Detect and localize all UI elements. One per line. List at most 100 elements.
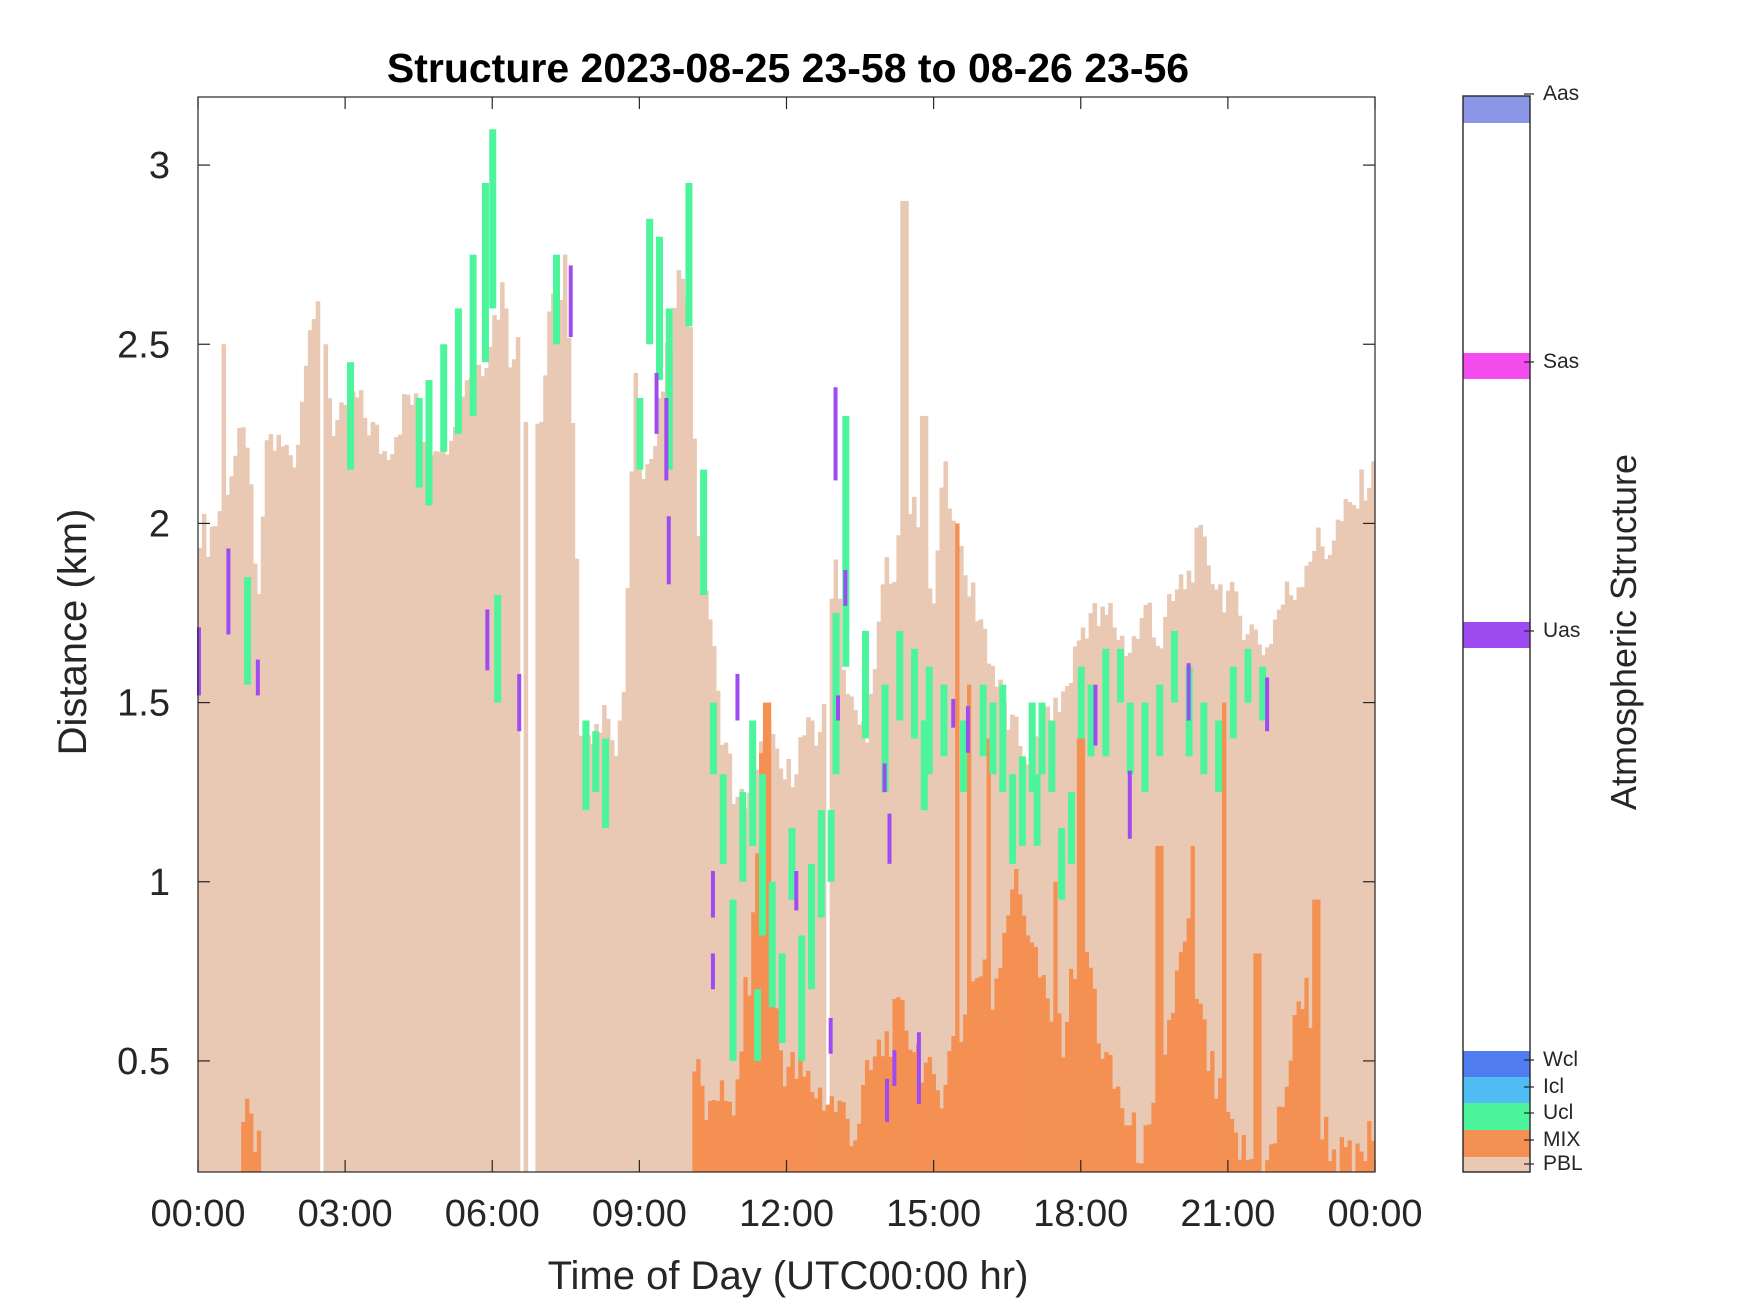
mix-bar — [762, 702, 768, 1172]
pbl-bar — [1304, 565, 1309, 1172]
pbl-bar — [931, 603, 937, 1172]
ucl-segment — [749, 720, 757, 846]
mix-bar — [880, 1056, 885, 1172]
plot-area — [196, 129, 1376, 1173]
ucl-segment — [808, 863, 816, 990]
pbl-bar — [558, 299, 564, 1172]
pbl-bar — [1170, 601, 1176, 1172]
mix-bar — [931, 1074, 936, 1172]
ucl-segment — [700, 469, 708, 596]
mix-bar — [711, 1100, 717, 1172]
pbl-bar — [566, 337, 572, 1172]
pbl-bar — [872, 669, 878, 1172]
uas-segment — [794, 871, 799, 911]
pbl-bar — [943, 461, 948, 1172]
pbl-bar — [939, 487, 945, 1172]
ucl-segment — [832, 613, 840, 775]
ucl-segment — [979, 684, 987, 757]
pbl-bar — [1104, 614, 1109, 1172]
pbl-bar — [833, 559, 839, 1172]
pbl-bar — [602, 704, 607, 1172]
mix-bar — [1206, 1071, 1211, 1172]
y-tick-label: 2 — [149, 503, 170, 545]
mix-bar — [955, 523, 960, 1172]
uas-segment — [892, 1050, 897, 1086]
colorbar-label-wcl: Wcl — [1543, 1048, 1578, 1071]
pbl-bar — [1088, 613, 1094, 1172]
mix-bar — [1253, 953, 1258, 1172]
ucl-segment — [665, 308, 673, 470]
mix-bar — [747, 995, 752, 1172]
mix-bar — [1276, 1106, 1282, 1172]
pbl-bar — [1186, 570, 1192, 1172]
mix-bar — [1108, 1055, 1113, 1172]
pbl-bar — [468, 378, 474, 1172]
ucl-segment — [709, 702, 717, 775]
pbl-bar — [1049, 737, 1054, 1172]
mix-bar — [829, 1096, 834, 1172]
pbl-bar — [947, 508, 952, 1172]
pbl-bar — [421, 442, 427, 1172]
mix-bar — [1249, 1159, 1254, 1172]
colorbar-label-uas: Uas — [1543, 619, 1580, 642]
ucl-segment — [1102, 648, 1110, 757]
pbl-bar — [1198, 524, 1203, 1172]
mix-bar — [770, 951, 776, 1172]
mix-bar — [1131, 1112, 1137, 1172]
pbl-bar — [747, 792, 752, 1172]
ucl-segment — [1156, 684, 1164, 757]
y-tick-label: 0.5 — [117, 1041, 170, 1083]
pbl-bar — [1363, 500, 1368, 1172]
x-tick-label: 00:00 — [150, 1193, 245, 1235]
mix-bar — [700, 1085, 705, 1172]
uas-segment — [710, 871, 715, 918]
pbl-bar — [449, 440, 454, 1173]
pbl-bar — [959, 546, 964, 1172]
mix-bar — [1296, 1001, 1301, 1172]
ucl-segment — [778, 953, 786, 1043]
pbl-bar — [272, 450, 278, 1172]
pbl-bar — [280, 446, 285, 1173]
pbl-bar — [974, 621, 980, 1172]
uas-segment — [828, 1017, 833, 1054]
pbl-bar — [994, 686, 999, 1172]
mix-bar — [1045, 998, 1050, 1172]
ucl-segment — [729, 899, 737, 1061]
pbl-bar — [1108, 603, 1113, 1172]
mix-bar — [1280, 1107, 1286, 1172]
mix-bar — [857, 1123, 862, 1172]
mix-bar — [966, 684, 972, 1172]
pbl-bar — [586, 735, 591, 1172]
mix-bar — [1327, 1161, 1333, 1172]
mix-bar — [1367, 1121, 1372, 1172]
uas-segment — [951, 699, 956, 728]
mix-bar — [1119, 1108, 1125, 1172]
mix-bar — [1241, 1134, 1246, 1172]
ucl-segment — [739, 792, 747, 882]
pbl-bar — [1225, 590, 1231, 1172]
mix-bar — [1002, 932, 1007, 1172]
pbl-bar — [660, 391, 666, 1172]
pbl-bar — [1280, 604, 1286, 1172]
mix-bar — [853, 1140, 858, 1172]
pbl-bar — [394, 437, 399, 1172]
pbl-bar — [723, 742, 729, 1172]
pbl-bar — [1072, 646, 1078, 1172]
pbl-bar — [539, 422, 544, 1172]
pbl-bar — [1210, 584, 1215, 1172]
pbl-bar — [433, 451, 438, 1172]
mix-bar — [872, 1056, 878, 1172]
pbl-bar — [1292, 600, 1298, 1172]
ucl-segment — [1244, 648, 1252, 703]
pbl-bar — [464, 380, 470, 1172]
mix-bar — [802, 1076, 807, 1172]
pbl-bar — [256, 594, 262, 1172]
mix-bar — [1312, 899, 1317, 1172]
ucl-segment — [582, 720, 590, 811]
mix-bar — [994, 978, 999, 1172]
pbl-bar — [857, 724, 862, 1172]
pbl-bar — [629, 471, 635, 1172]
pbl-bar — [213, 525, 219, 1172]
mix-bar — [790, 1052, 795, 1172]
mix-bar — [825, 1104, 831, 1172]
